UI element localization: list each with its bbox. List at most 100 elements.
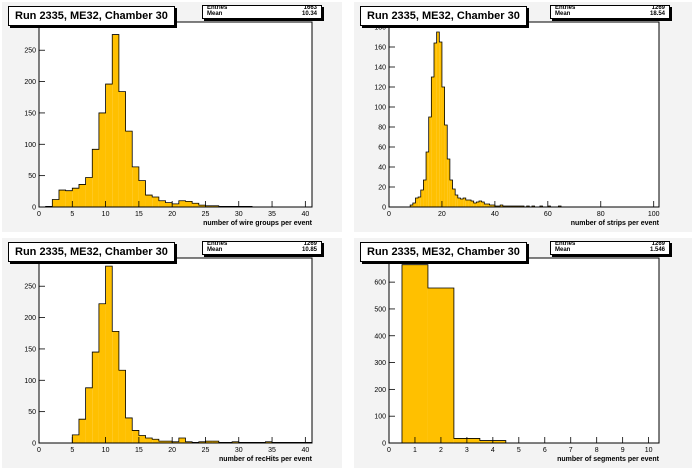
histogram-bars bbox=[410, 32, 562, 207]
histogram-bar bbox=[471, 201, 474, 207]
histogram-bar bbox=[449, 180, 453, 207]
y-tick-label: 500 bbox=[374, 306, 386, 313]
histogram-title: Run 2335, ME32, Chamber 30 bbox=[360, 6, 527, 26]
x-tick-label: 20 bbox=[438, 211, 446, 218]
histogram-bar bbox=[418, 197, 421, 207]
histogram-bar bbox=[431, 77, 434, 207]
histogram-bar bbox=[152, 439, 159, 443]
stats-entries-value: 1269 bbox=[651, 242, 665, 247]
stats-entries-label: Entries bbox=[207, 6, 228, 11]
y-tick-label: 50 bbox=[28, 409, 36, 416]
histogram-title: Run 2335, ME32, Chamber 30 bbox=[8, 242, 175, 262]
histogram-bar bbox=[132, 430, 139, 443]
histogram-bar bbox=[463, 198, 466, 207]
y-tick-label: 40 bbox=[378, 165, 386, 172]
x-tick-label: 35 bbox=[268, 447, 276, 454]
stats-box: Entries 1269 Mean 10.85 bbox=[202, 241, 322, 255]
y-tick-label: 20 bbox=[378, 185, 386, 192]
rechits-histogram-panel: 0 5 10 15 20 25 30 35 40 0 50 100 150 200 250 number of… bbox=[2, 238, 342, 468]
x-tick-label: 5 bbox=[70, 211, 74, 218]
x-tick-label: 10 bbox=[102, 447, 110, 454]
histogram-bar bbox=[198, 205, 206, 207]
y-tick-label: 150 bbox=[24, 346, 36, 353]
x-tick-label: 20 bbox=[168, 211, 176, 218]
stats-mean-value: 1.546 bbox=[649, 247, 665, 253]
histogram-outline bbox=[45, 34, 312, 208]
x-tick-label: 10 bbox=[645, 447, 653, 454]
histogram-bar bbox=[420, 190, 424, 207]
stats-mean-label: Mean bbox=[555, 247, 571, 253]
x-tick-label: 30 bbox=[235, 211, 243, 218]
wire-groups-histogram-panel: 0 5 10 15 20 25 30 35 40 0 50 100 150 200 250 number of… bbox=[2, 2, 342, 232]
histogram-bar bbox=[72, 434, 79, 443]
histogram-bars bbox=[401, 264, 506, 443]
stats-entries-label: Entries bbox=[207, 242, 228, 247]
y-tick-label: 300 bbox=[374, 360, 386, 367]
histogram-bar bbox=[410, 205, 413, 207]
histogram-bar bbox=[428, 117, 432, 207]
y-tick-label: 180 bbox=[374, 25, 386, 32]
histogram-bar bbox=[78, 184, 86, 207]
plot-area bbox=[39, 22, 312, 207]
histogram-bar bbox=[132, 166, 139, 207]
histogram-bar bbox=[457, 198, 461, 207]
histogram-bar bbox=[158, 441, 166, 443]
histogram-bar bbox=[447, 159, 450, 207]
histogram-bar bbox=[198, 441, 206, 443]
histogram-title: Run 2335, ME32, Chamber 30 bbox=[360, 242, 527, 262]
x-tick-label: 8 bbox=[595, 447, 599, 454]
plot-frame bbox=[38, 257, 313, 444]
x-tick-label: 3 bbox=[465, 447, 469, 454]
y-tick-label: 400 bbox=[374, 333, 386, 340]
histogram-bar bbox=[125, 417, 133, 443]
y-tick-label: 250 bbox=[24, 284, 36, 291]
x-tick-label: 40 bbox=[301, 211, 309, 218]
histogram-bar bbox=[58, 190, 66, 207]
histogram-bar bbox=[172, 441, 179, 443]
y-tick-label: 150 bbox=[24, 110, 36, 117]
histogram-bar bbox=[479, 201, 482, 207]
y-tick-label: 60 bbox=[378, 145, 386, 152]
histogram-bar bbox=[105, 266, 113, 443]
y-tick-label: 100 bbox=[24, 378, 36, 385]
x-tick-label: 9 bbox=[621, 447, 625, 454]
strips-histogram-panel: 0 20 40 60 80 100 0 20 40 60 80 100 120 140 160 180 numb… bbox=[354, 2, 692, 232]
stats-entries-value: 1269 bbox=[303, 242, 317, 247]
histogram-bar bbox=[158, 200, 166, 207]
histogram-bar bbox=[112, 34, 119, 207]
x-tick-label: 35 bbox=[268, 211, 276, 218]
x-tick-label: 25 bbox=[202, 211, 210, 218]
rechits-histogram: 0 5 10 15 20 25 30 35 40 0 50 100 150 200 250 number of… bbox=[24, 257, 313, 463]
histogram-bar bbox=[178, 437, 186, 443]
stats-box: Entries 1269 Mean 18.54 bbox=[550, 5, 670, 19]
x-tick-label: 0 bbox=[387, 447, 391, 454]
strips-histogram: 0 20 40 60 80 100 0 20 40 60 80 100 120 140 160 180 numb… bbox=[374, 21, 660, 227]
y-tick-label: 250 bbox=[24, 48, 36, 55]
plot-frame bbox=[38, 21, 313, 208]
histogram-bar bbox=[265, 441, 273, 443]
segments-histogram-panel: 0 1 2 3 4 5 6 7 8 9 10 0 100 200 300 400 500 600 number of… bbox=[354, 238, 692, 468]
x-tick-label: 0 bbox=[387, 211, 391, 218]
histogram-bar bbox=[212, 205, 219, 207]
histogram-bar bbox=[145, 437, 153, 443]
histogram-bar bbox=[212, 441, 219, 443]
y-tick-label: 200 bbox=[24, 315, 36, 322]
histogram-bar bbox=[65, 190, 73, 207]
histogram-bar bbox=[427, 288, 454, 443]
x-axis-label: number of wire groups per event bbox=[203, 220, 313, 227]
x-tick-label: 25 bbox=[202, 447, 210, 454]
stats-mean-label: Mean bbox=[207, 247, 223, 253]
x-tick-label: 0 bbox=[37, 447, 41, 454]
histogram-bar bbox=[172, 203, 179, 207]
x-tick-label: 5 bbox=[517, 447, 521, 454]
histogram-title: Run 2335, ME32, Chamber 30 bbox=[8, 6, 175, 26]
x-tick-label: 10 bbox=[102, 211, 110, 218]
x-tick-label: 2 bbox=[439, 447, 443, 454]
histogram-bar bbox=[465, 200, 469, 207]
histogram-bar bbox=[205, 441, 213, 443]
histogram-bar bbox=[165, 441, 173, 443]
histogram-bar bbox=[138, 435, 146, 443]
x-tick-label: 80 bbox=[597, 211, 605, 218]
histogram-bar bbox=[436, 32, 440, 207]
histogram-bar bbox=[460, 199, 464, 207]
